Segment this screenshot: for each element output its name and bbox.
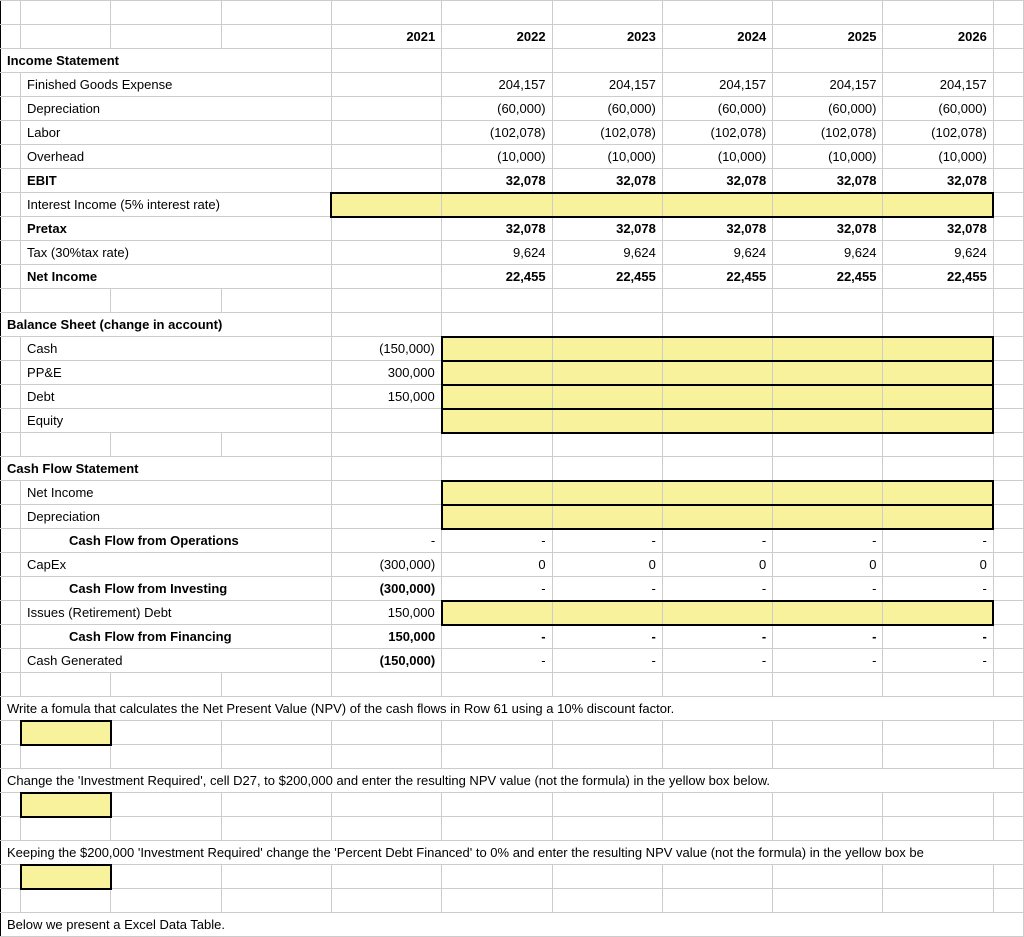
- cell-interest-2021[interactable]: [331, 193, 441, 217]
- spreadsheet-table: 2021 2022 2023 2024 2025 2026 Income Sta…: [0, 0, 1024, 937]
- row-ebit: EBIT 32,078 32,078 32,078 32,078 32,078: [1, 169, 1024, 193]
- cell-interest-2022[interactable]: [442, 193, 552, 217]
- row-bs-ppe: PP&E 300,000: [1, 361, 1024, 385]
- q2-text: Change the 'Investment Required', cell D…: [1, 769, 1024, 793]
- row-bs-debt: Debt 150,000: [1, 385, 1024, 409]
- row-cf-depr: Depreciation: [1, 505, 1024, 529]
- label-issues-debt: Issues (Retirement) Debt: [21, 601, 332, 625]
- row-issues-debt: Issues (Retirement) Debt 150,000: [1, 601, 1024, 625]
- q1-text: Write a fomula that calculates the Net P…: [1, 697, 1024, 721]
- row-net-income: Net Income 22,455 22,455 22,455 22,455 2…: [1, 265, 1024, 289]
- label-interest-income: Interest Income (5% interest rate): [21, 193, 332, 217]
- cash-flow-title-row: Cash Flow Statement: [1, 457, 1024, 481]
- income-statement-title-row: Income Statement: [1, 49, 1024, 73]
- row-cf-net-income: Net Income: [1, 481, 1024, 505]
- label-bs-ppe: PP&E: [21, 361, 332, 385]
- label-net-income: Net Income: [21, 265, 332, 289]
- q3-answer-cell[interactable]: [21, 865, 111, 889]
- blank-row: [1, 889, 1024, 913]
- label-bs-debt: Debt: [21, 385, 332, 409]
- row-capex: CapEx (300,000) 0 0 0 0 0: [1, 553, 1024, 577]
- label-tax: Tax (30%tax rate): [21, 241, 332, 265]
- row-bs-equity: Equity: [1, 409, 1024, 433]
- q4-row: Below we present a Excel Data Table.: [1, 913, 1024, 937]
- label-cfi: Cash Flow from Investing: [21, 577, 332, 601]
- label-finished-goods: Finished Goods Expense: [21, 73, 332, 97]
- label-cf-depr: Depreciation: [21, 505, 332, 529]
- q2-answer-cell[interactable]: [21, 793, 111, 817]
- q1-answer-cell[interactable]: [21, 721, 111, 745]
- label-pretax: Pretax: [21, 217, 332, 241]
- blank-row: [1, 289, 1024, 313]
- blank-row: [1, 673, 1024, 697]
- label-cff: Cash Flow from Financing: [21, 625, 332, 649]
- row-interest-income: Interest Income (5% interest rate): [1, 193, 1024, 217]
- q1-answer-row: [1, 721, 1024, 745]
- label-capex: CapEx: [21, 553, 332, 577]
- q3-row: Keeping the $200,000 'Investment Require…: [1, 841, 1024, 865]
- cell-interest-2023[interactable]: [552, 193, 662, 217]
- year-2021: 2021: [331, 25, 441, 49]
- year-header-row: 2021 2022 2023 2024 2025 2026: [1, 25, 1024, 49]
- cash-flow-title: Cash Flow Statement: [1, 457, 332, 481]
- cell-interest-2025[interactable]: [773, 193, 883, 217]
- label-cf-net-income: Net Income: [21, 481, 332, 505]
- label-labor: Labor: [21, 121, 332, 145]
- year-2024: 2024: [662, 25, 772, 49]
- row-cff: Cash Flow from Financing 150,000 - - - -…: [1, 625, 1024, 649]
- q4-text: Below we present a Excel Data Table.: [1, 913, 1024, 937]
- q2-row: Change the 'Investment Required', cell D…: [1, 769, 1024, 793]
- blank-row: [1, 745, 1024, 769]
- label-bs-equity: Equity: [21, 409, 332, 433]
- year-2023: 2023: [552, 25, 662, 49]
- cell-interest-2024[interactable]: [662, 193, 772, 217]
- q3-text: Keeping the $200,000 'Investment Require…: [1, 841, 1024, 865]
- blank-row: [1, 1, 1024, 25]
- row-finished-goods: Finished Goods Expense 204,157 204,157 2…: [1, 73, 1024, 97]
- q2-answer-row: [1, 793, 1024, 817]
- label-depreciation: Depreciation: [21, 97, 332, 121]
- row-pretax: Pretax 32,078 32,078 32,078 32,078 32,07…: [1, 217, 1024, 241]
- balance-sheet-title-row: Balance Sheet (change in account): [1, 313, 1024, 337]
- balance-sheet-title: Balance Sheet (change in account): [1, 313, 332, 337]
- blank-row: [1, 817, 1024, 841]
- row-labor: Labor (102,078) (102,078) (102,078) (102…: [1, 121, 1024, 145]
- q1-row: Write a fomula that calculates the Net P…: [1, 697, 1024, 721]
- q3-answer-row: [1, 865, 1024, 889]
- label-overhead: Overhead: [21, 145, 332, 169]
- row-depreciation: Depreciation (60,000) (60,000) (60,000) …: [1, 97, 1024, 121]
- row-tax: Tax (30%tax rate) 9,624 9,624 9,624 9,62…: [1, 241, 1024, 265]
- year-2025: 2025: [773, 25, 883, 49]
- label-ebit: EBIT: [21, 169, 332, 193]
- label-cfo: Cash Flow from Operations: [21, 529, 332, 553]
- income-statement-title: Income Statement: [1, 49, 332, 73]
- cell-interest-2026[interactable]: [883, 193, 993, 217]
- row-cfi: Cash Flow from Investing (300,000) - - -…: [1, 577, 1024, 601]
- blank-row: [1, 433, 1024, 457]
- row-cfo: Cash Flow from Operations - - - - - -: [1, 529, 1024, 553]
- year-2022: 2022: [442, 25, 552, 49]
- year-2026: 2026: [883, 25, 993, 49]
- label-bs-cash: Cash: [21, 337, 332, 361]
- row-overhead: Overhead (10,000) (10,000) (10,000) (10,…: [1, 145, 1024, 169]
- row-bs-cash: Cash (150,000): [1, 337, 1024, 361]
- label-cash-generated: Cash Generated: [21, 649, 332, 673]
- row-cash-generated: Cash Generated (150,000) - - - - -: [1, 649, 1024, 673]
